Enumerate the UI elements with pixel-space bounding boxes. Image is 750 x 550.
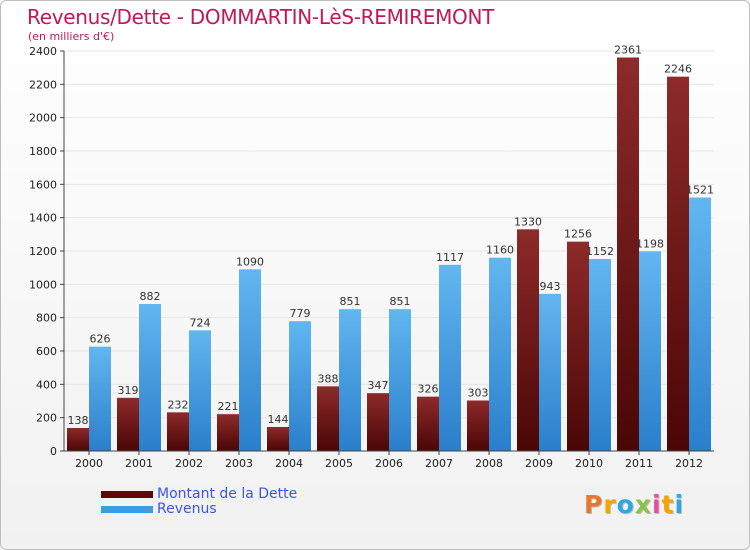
bar-dette <box>417 396 439 451</box>
data-label-dette: 326 <box>418 383 439 396</box>
bar-revenus <box>589 259 611 451</box>
data-label-revenus: 851 <box>390 295 411 308</box>
data-label-revenus: 1152 <box>586 245 614 258</box>
bar-dette <box>517 229 539 451</box>
y-tick-label: 800 <box>36 312 57 325</box>
logo-letter: r <box>603 490 617 519</box>
logo-letter: x <box>634 490 652 519</box>
bar-dette <box>467 400 489 451</box>
bar-revenus <box>139 304 161 451</box>
y-tick-label: 1400 <box>29 212 57 225</box>
chart-title: Revenus/Dette - DOMMARTIN-LèS-REMIREMONT <box>27 5 495 29</box>
data-label-dette: 221 <box>218 400 239 413</box>
data-label-revenus: 779 <box>290 307 311 320</box>
data-label-revenus: 1117 <box>436 251 464 264</box>
x-tick-label: 2005 <box>325 457 353 470</box>
y-tick-label: 2400 <box>29 45 57 58</box>
y-tick-label: 600 <box>36 345 57 358</box>
data-label-dette: 2361 <box>614 44 642 57</box>
y-tick-label: 2000 <box>29 112 57 125</box>
bar-revenus <box>439 264 461 451</box>
data-label-revenus: 943 <box>540 280 561 293</box>
x-tick-label: 2001 <box>125 457 153 470</box>
bar-revenus <box>339 309 361 451</box>
x-tick-label: 2012 <box>675 457 703 470</box>
bar-revenus <box>189 330 211 451</box>
x-tick-label: 2003 <box>225 457 253 470</box>
data-label-dette: 388 <box>318 372 339 385</box>
x-tick-label: 2000 <box>75 457 103 470</box>
x-tick-label: 2006 <box>375 457 403 470</box>
legend-label-revenus: Revenus <box>157 501 217 517</box>
legend-item-dette: Montant de la Dette <box>101 487 297 502</box>
legend-item-revenus: Revenus <box>101 502 297 517</box>
legend: Montant de la Dette Revenus <box>101 487 297 517</box>
x-tick-label: 2008 <box>475 457 503 470</box>
data-label-dette: 303 <box>468 387 489 400</box>
x-tick-label: 2004 <box>275 457 303 470</box>
bar-revenus <box>389 309 411 451</box>
y-tick-label: 200 <box>36 412 57 425</box>
data-label-dette: 2246 <box>664 63 692 76</box>
proxiti-logo: Proxiti <box>584 490 684 519</box>
bar-dette <box>617 57 639 451</box>
x-tick-label: 2007 <box>425 457 453 470</box>
bar-dette <box>67 428 89 451</box>
bar-dette <box>667 76 689 452</box>
logo-letter: o <box>616 490 635 519</box>
data-label-dette: 138 <box>68 414 89 427</box>
logo-letter: t <box>661 490 675 519</box>
legend-label-dette: Montant de la Dette <box>157 486 298 502</box>
legend-swatch-revenus <box>101 506 153 513</box>
y-tick-label: 1800 <box>29 145 57 158</box>
y-tick-label: 1600 <box>29 178 57 191</box>
x-tick-label: 2009 <box>525 457 553 470</box>
data-label-dette: 1330 <box>514 215 542 228</box>
legend-swatch-dette <box>101 491 153 498</box>
data-label-revenus: 1521 <box>686 184 714 197</box>
bar-revenus <box>239 269 261 451</box>
bar-revenus <box>639 251 661 451</box>
bar-dette <box>117 397 139 451</box>
data-label-dette: 144 <box>268 413 289 426</box>
y-tick-label: 400 <box>36 378 57 391</box>
data-label-revenus: 851 <box>340 295 361 308</box>
data-label-revenus: 724 <box>190 316 211 329</box>
x-tick-label: 2002 <box>175 457 203 470</box>
logo-letter: P <box>584 490 604 519</box>
bar-dette <box>217 414 239 451</box>
data-label-dette: 1256 <box>564 228 592 241</box>
chart-subtitle: (en milliers d'€) <box>28 30 115 43</box>
y-tick-label: 1000 <box>29 278 57 291</box>
bar-revenus <box>89 346 111 451</box>
y-tick-label: 1200 <box>29 245 57 258</box>
data-label-dette: 232 <box>168 398 189 411</box>
bar-dette <box>267 427 289 451</box>
bar-revenus <box>289 321 311 451</box>
y-tick-label: 2200 <box>29 78 57 91</box>
bar-revenus <box>539 293 561 451</box>
bar-dette <box>567 241 589 451</box>
data-label-dette: 319 <box>118 384 139 397</box>
bar-dette <box>167 412 189 451</box>
data-label-revenus: 1160 <box>486 244 514 257</box>
logo-letter: i <box>674 490 685 519</box>
bar-dette <box>367 393 389 451</box>
x-tick-label: 2011 <box>625 457 653 470</box>
data-label-dette: 347 <box>368 379 389 392</box>
x-tick-label: 2010 <box>575 457 603 470</box>
data-label-revenus: 1090 <box>236 255 264 268</box>
bar-dette <box>317 386 339 451</box>
data-label-revenus: 882 <box>140 290 161 303</box>
logo-letter: i <box>652 490 662 519</box>
bar-revenus <box>489 257 511 451</box>
data-label-revenus: 626 <box>90 333 111 346</box>
data-label-revenus: 1198 <box>636 237 664 250</box>
bar-revenus <box>689 197 711 451</box>
y-tick-label: 0 <box>50 445 57 458</box>
